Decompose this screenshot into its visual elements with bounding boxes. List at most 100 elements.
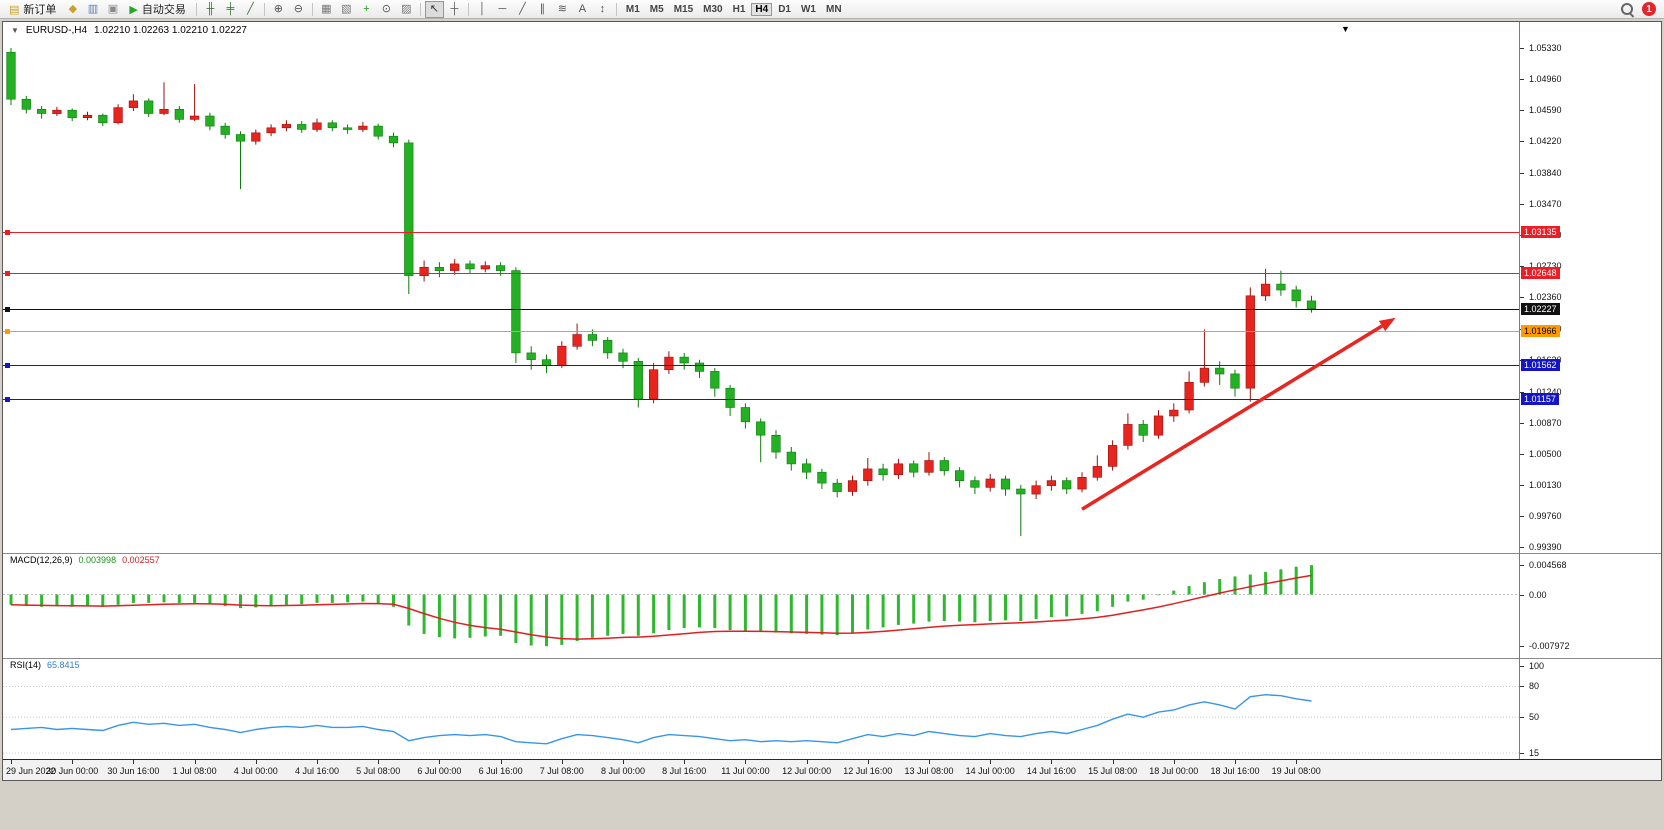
symbols-icon[interactable]: ◆ (68, 2, 78, 15)
time-axis-tick (806, 760, 808, 764)
chevron-down-icon[interactable]: ▼ (11, 26, 19, 35)
chart-shift-marker[interactable]: ▼ (1341, 24, 1350, 34)
time-axis-label: 8 Jul 00:00 (600, 766, 646, 776)
line-chart-icon[interactable]: ╱ (247, 2, 254, 15)
auto-trading-button[interactable]: ▶ 自动交易 (123, 1, 191, 18)
rsi-axis-label: 80 (1529, 681, 1540, 691)
timeframe-m30[interactable]: M30 (703, 3, 723, 15)
axis-tick (1520, 666, 1524, 667)
time-axis-tick (1112, 760, 1114, 764)
pivot-line-tag[interactable]: 1.01966 (1521, 325, 1560, 337)
candlestick-series (6, 48, 1317, 537)
time-axis-tick (72, 760, 74, 764)
timeframe-h1[interactable]: H1 (732, 3, 746, 15)
toolbar-separator (419, 2, 421, 16)
tile-windows-icon[interactable]: ▦ (321, 2, 332, 15)
time-axis-tick (1235, 760, 1236, 764)
timeframe-d1[interactable]: D1 (778, 3, 791, 15)
time-axis-tick (623, 760, 624, 764)
price-axis-label: 1.02360 (1529, 292, 1562, 302)
time-axis-label: 5 Jul 08:00 (356, 766, 401, 776)
resistance-line-2-tag[interactable]: 1.02648 (1521, 267, 1560, 279)
price-axis-label: 1.01240 (1529, 387, 1562, 397)
trend-arrow (1081, 317, 1396, 511)
search-icon[interactable] (1620, 2, 1635, 17)
new-order-button[interactable]: ▤ 新订单 (3, 1, 62, 18)
price-chart-canvas[interactable] (3, 22, 1519, 759)
axis-tick (1520, 753, 1524, 754)
time-axis-tick (1173, 760, 1175, 764)
time-axis-label: 18 Jul 00:00 (1149, 766, 1199, 776)
cascade-windows-icon[interactable]: ▧ (341, 2, 352, 15)
time-axis-tick (1296, 760, 1298, 764)
price-axis-label: 1.04590 (1529, 105, 1562, 115)
macd-axis-label: -0.007972 (1529, 641, 1570, 651)
timeframe-group: M1 M5 M15 M30 H1 H4 D1 W1 MN (621, 2, 847, 16)
support-line-1-tag[interactable]: 1.01562 (1521, 359, 1560, 371)
arrows-icon[interactable]: ↕ (599, 2, 606, 15)
price-axis-label: 1.05330 (1529, 43, 1562, 53)
price-axis-label: 1.02730 (1529, 261, 1562, 271)
time-axis-label: 14 Jul 00:00 (965, 766, 1015, 776)
time-axis-tick (133, 760, 135, 764)
cursor-icon[interactable]: ↖ (424, 0, 444, 18)
indicators-icon[interactable]: + (363, 2, 370, 15)
rsi-value: 65.8415 (47, 660, 80, 670)
rsi-line (10, 693, 1312, 745)
time-axis[interactable]: 29 Jun 2022 30 Jun 00:00 30 Jun 16:00 1 Jul… (3, 759, 1661, 780)
candlestick-chart-icon[interactable]: ╪ (226, 2, 235, 15)
price-axis-label: 0.99760 (1529, 511, 1562, 521)
axis-tick (1520, 423, 1524, 424)
timeframe-mn[interactable]: MN (825, 3, 842, 15)
pane-separators (3, 553, 1519, 659)
horizontal-line-icon[interactable]: ─ (498, 2, 507, 15)
crosshair-icon[interactable]: ┼ (450, 2, 459, 15)
timeframe-m15[interactable]: M15 (673, 3, 694, 15)
axis-tick (1520, 204, 1524, 205)
resistance-line-1-tag[interactable]: 1.03135 (1521, 226, 1560, 238)
toolbar-right: 1 (1620, 2, 1661, 17)
templates-icon[interactable]: ▨ (401, 2, 412, 15)
time-axis-tick (11, 760, 12, 764)
bar-chart-icon[interactable]: ╫ (206, 2, 215, 15)
timeframe-h4[interactable]: H4 (751, 2, 773, 16)
market-watch-icon[interactable]: ▥ (87, 2, 99, 15)
time-axis-label: 6 Jul 00:00 (417, 766, 462, 776)
axis-tick (1520, 565, 1524, 566)
current-price-line-tag[interactable]: 1.02227 (1521, 303, 1560, 315)
time-axis-label: 4 Jul 00:00 (233, 766, 278, 776)
axis-tick (1520, 110, 1524, 111)
chart-window: ▼ EURUSD-,H4 1.02210 1.02263 1.02210 1.0… (2, 21, 1662, 781)
timeframe-m1[interactable]: M1 (625, 3, 640, 15)
price-axis-label: 1.00500 (1529, 449, 1562, 459)
time-axis-label: 13 Jul 08:00 (904, 766, 954, 776)
zoom-in-icon[interactable]: ⊕ (273, 2, 283, 15)
time-axis-tick (929, 760, 930, 764)
price-axis[interactable]: 1.05330 1.04960 1.04590 1.04220 1.03840 1.034… (1519, 22, 1661, 759)
support-line-2-tag[interactable]: 1.01157 (1521, 393, 1559, 405)
fibonacci-icon[interactable]: ≋ (557, 2, 567, 15)
time-axis-tick (1051, 760, 1053, 764)
price-axis-label: 1.00870 (1529, 418, 1562, 428)
time-axis-tick (439, 760, 441, 764)
macd-signal-line (10, 574, 1312, 640)
periods-icon[interactable]: ⊙ (381, 2, 391, 15)
trendline-icon[interactable]: ╱ (519, 2, 526, 15)
rsi-axis-label: 100 (1529, 661, 1545, 671)
axis-tick (1520, 141, 1524, 142)
data-window-icon[interactable]: ▣ (107, 2, 119, 15)
time-axis-label: 30 Jun 16:00 (107, 766, 160, 776)
axis-tick (1520, 646, 1524, 647)
vertical-line-icon[interactable]: │ (478, 2, 486, 15)
text-icon[interactable]: A (578, 2, 587, 15)
channel-icon[interactable]: ∥ (539, 2, 546, 15)
zoom-out-icon[interactable]: ⊖ (293, 2, 303, 15)
axis-tick (1520, 48, 1524, 49)
time-axis-tick (500, 760, 502, 764)
time-axis-tick (561, 760, 563, 764)
time-axis-label: 1 Jul 08:00 (172, 766, 217, 776)
timeframe-m5[interactable]: M5 (649, 3, 664, 15)
timeframe-w1[interactable]: W1 (800, 3, 816, 15)
axis-tick (1520, 173, 1524, 174)
notification-badge[interactable]: 1 (1642, 2, 1656, 16)
